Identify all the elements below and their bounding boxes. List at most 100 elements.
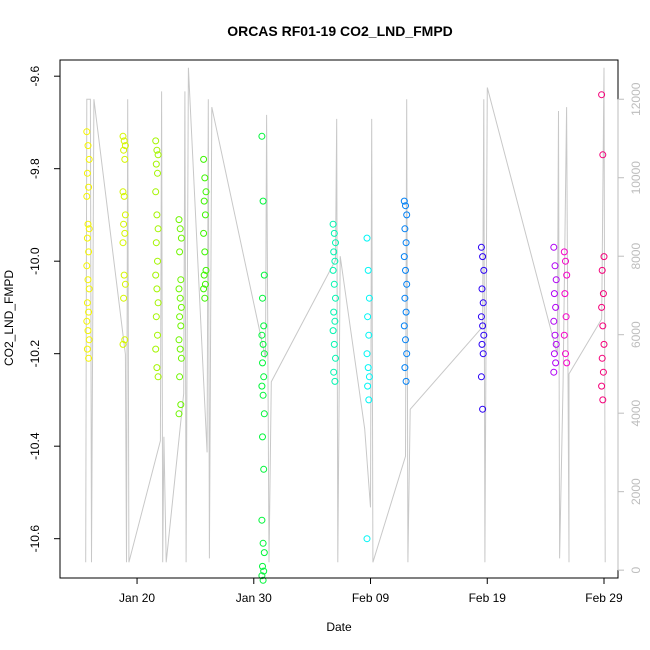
data-point [478,285,486,293]
data-point [259,340,267,348]
data-point [121,280,129,288]
data-point [259,359,266,367]
data-point [201,280,209,288]
data-point [258,331,266,339]
data-point [84,276,92,284]
data-point [201,174,209,182]
data-point [598,266,606,274]
data-point [175,336,183,344]
data-point [403,350,411,358]
y2-tick-label: 10000 [629,161,643,195]
data-point [154,257,161,265]
data-point [153,285,161,293]
series-rf10 [477,243,488,413]
data-point [153,146,161,154]
data-point [598,382,606,390]
data-point [330,368,338,376]
data-point [85,225,93,233]
data-point [154,299,162,307]
y-tick-label: -9.6 [28,66,42,87]
data-point [200,197,208,205]
data-point [152,160,160,168]
data-point [201,294,209,302]
data-point [120,220,128,228]
data-point [202,266,210,274]
data-point [599,322,607,330]
data-point [152,239,160,247]
data-point [402,202,409,210]
data-point [402,308,410,316]
data-point [84,142,92,150]
data-point [364,364,372,372]
data-point [119,132,127,140]
series-rf07 [329,220,339,385]
series-rf08 [363,234,373,543]
data-point [175,285,183,293]
data-point [331,257,339,265]
data-point [83,345,91,353]
data-point [85,183,93,191]
data-point [550,317,558,325]
data-point [363,350,371,358]
data-point [599,290,607,298]
series-rf03 [152,137,162,381]
series-rf01 [83,128,93,362]
y-axis-right: 0 2000 4000 6000 8000 10000 12000 [617,82,643,573]
data-point [176,225,184,233]
series-rf11 [550,243,560,376]
data-point [329,266,337,274]
data-point [365,373,373,381]
y-tick-label: -10.4 [28,432,42,460]
data-point [259,539,267,547]
series-rf05 [200,155,210,302]
data-point [83,299,91,307]
data-point [364,313,372,321]
data-point [402,266,409,274]
data-point [600,340,608,348]
data-point [329,327,337,335]
data-point [153,211,161,219]
data-point [260,410,268,418]
data-point [550,290,558,298]
data-point [85,285,93,293]
data-point [480,266,488,274]
data-point [401,294,409,302]
data-point [154,169,161,177]
series-rf04 [175,216,185,418]
data-point [120,137,128,145]
y-tick-label: -10.2 [28,340,42,368]
data-point [200,271,208,279]
series-rf12 [560,248,571,367]
data-point [260,465,268,473]
data-point [260,549,268,557]
data-point [260,322,268,330]
data-point [330,280,338,288]
data-point [402,336,409,344]
data-point [177,401,185,409]
data-point [120,146,128,154]
data-point [400,322,408,330]
data-point [202,188,210,196]
data-point [258,132,266,140]
data-point [154,373,162,381]
data-point [477,313,485,321]
data-point [177,322,185,330]
data-point [177,354,185,362]
data-point [258,516,266,524]
data-point [152,137,160,145]
data-point [401,225,409,233]
data-point [402,239,410,247]
x-axis: Jan 20 Jan 30 Feb 09 Feb 19 Feb 29 [119,577,623,605]
data-point [363,234,371,242]
data-point [175,216,183,224]
data-point [260,567,268,575]
data-point [332,294,339,302]
data-point [153,364,161,372]
data-point [119,239,127,247]
y-tick-label: -10.6 [28,525,42,553]
data-point [563,359,571,367]
y2-tick-label: 4000 [629,400,643,427]
data-point [551,262,559,270]
data-point [152,313,160,321]
data-point [121,229,129,237]
